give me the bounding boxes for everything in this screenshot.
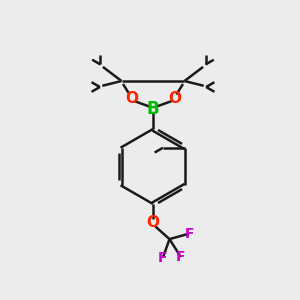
Text: O: O	[125, 91, 138, 106]
Text: B: B	[147, 100, 159, 118]
Text: O: O	[146, 215, 160, 230]
Text: F: F	[158, 251, 168, 265]
Text: O: O	[168, 91, 181, 106]
Text: F: F	[184, 227, 194, 241]
Text: F: F	[176, 250, 186, 264]
